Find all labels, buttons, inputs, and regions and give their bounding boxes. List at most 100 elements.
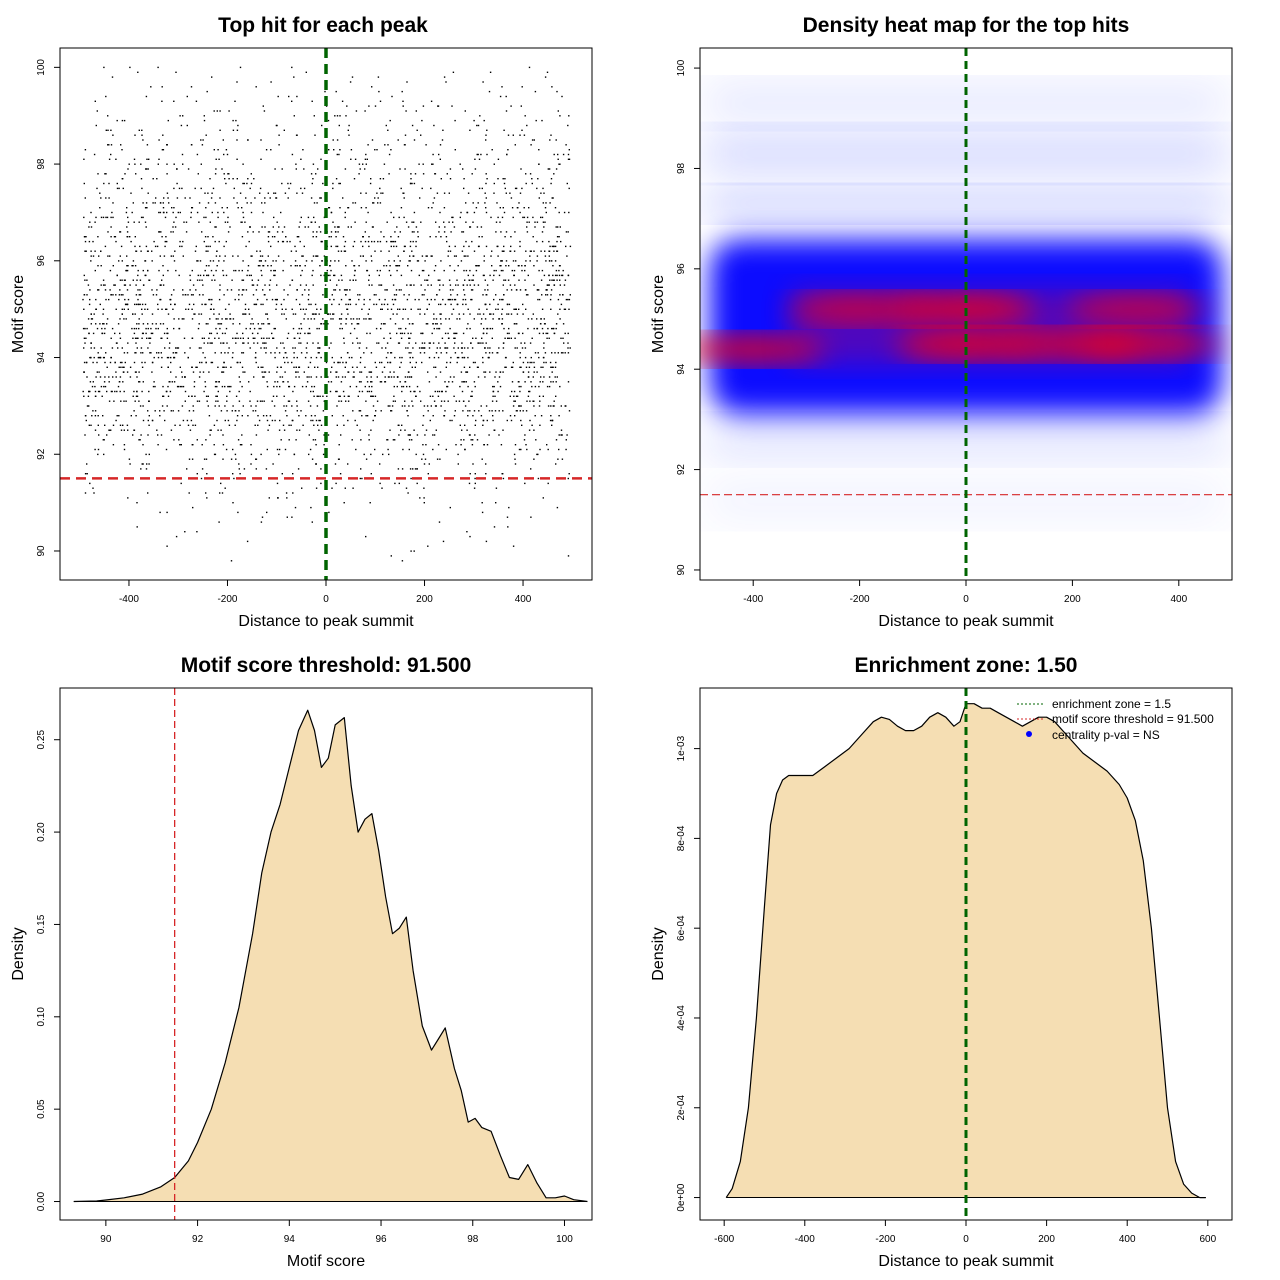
scatter-point	[230, 289, 233, 291]
y-tick-label: 4e-04	[676, 1005, 687, 1031]
scatter-point	[140, 163, 142, 165]
scatter-point	[241, 444, 243, 446]
scatter-point	[409, 240, 412, 243]
scatter-point	[430, 405, 432, 407]
scatter-point	[335, 245, 337, 248]
scatter-point	[170, 356, 172, 359]
scatter-point	[227, 173, 229, 175]
scatter-point	[367, 313, 369, 315]
scatter-point	[358, 318, 360, 320]
scatter-point	[193, 313, 195, 315]
scatter-point	[127, 168, 129, 170]
scatter-point	[228, 178, 230, 180]
scatter-point	[422, 163, 424, 165]
scatter-point	[423, 269, 425, 272]
scatter-point	[170, 255, 172, 257]
scatter-point	[379, 361, 381, 364]
scatter-point	[399, 231, 401, 233]
scatter-point	[260, 303, 262, 306]
scatter-point	[473, 318, 475, 320]
scatter-point	[316, 405, 319, 407]
scatter-point	[147, 347, 149, 349]
scatter-point	[196, 153, 199, 156]
scatter-point	[152, 202, 154, 204]
scatter-point	[199, 274, 202, 277]
scatter-point	[370, 371, 373, 373]
scatter-point	[166, 405, 168, 407]
scatter-point	[273, 269, 275, 272]
scatter-point	[401, 90, 403, 93]
scatter-point	[529, 342, 532, 344]
scatter-point	[278, 144, 280, 146]
scatter-point	[448, 221, 450, 223]
scatter-point	[209, 260, 212, 262]
scatter-point	[491, 265, 493, 267]
scatter-point	[473, 119, 475, 122]
scatter-point	[557, 313, 559, 315]
scatter-point	[426, 298, 429, 301]
scatter-point	[548, 168, 551, 170]
scatter-point	[375, 303, 378, 306]
scatter-point	[448, 245, 451, 248]
scatter-point	[386, 439, 388, 441]
scatter-point	[199, 371, 201, 373]
scatter-point	[453, 298, 456, 301]
scatter-point	[564, 308, 567, 310]
scatter-point	[552, 381, 554, 383]
scatter-point	[309, 448, 312, 451]
scatter-point	[469, 535, 471, 538]
scatter-point	[483, 327, 485, 330]
scatter-point	[286, 516, 288, 518]
scatter-point	[485, 540, 488, 543]
scatter-point	[484, 318, 487, 320]
scatter-point	[504, 279, 507, 281]
scatter-point	[343, 502, 345, 504]
x-tick-label: -400	[743, 594, 763, 605]
scatter-point	[250, 274, 252, 277]
scatter-point	[513, 323, 516, 325]
scatter-point	[463, 381, 466, 383]
scatter-point	[320, 356, 322, 359]
scatter-point	[122, 178, 124, 180]
scatter-point	[447, 298, 449, 301]
scatter-point	[559, 115, 561, 117]
scatter-point	[184, 400, 186, 402]
scatter-point	[215, 226, 217, 228]
scatter-point	[210, 429, 212, 431]
scatter-point	[232, 318, 235, 320]
scatter-point	[269, 289, 271, 291]
scatter-point	[501, 308, 504, 310]
scatter-point	[381, 371, 384, 373]
scatter-point	[469, 226, 471, 228]
scatter-point	[97, 265, 99, 267]
scatter-point	[182, 115, 184, 117]
scatter-point	[519, 390, 521, 393]
scatter-point	[282, 424, 285, 426]
scatter-point	[359, 429, 361, 431]
scatter-point	[155, 197, 157, 199]
scatter-point	[317, 352, 319, 354]
scatter-point	[223, 361, 225, 364]
scatter-point	[328, 236, 330, 238]
scatter-point	[465, 371, 467, 373]
scatter-point	[401, 390, 403, 393]
scatter-point	[364, 168, 366, 170]
scatter-point	[555, 381, 557, 383]
scatter-point	[236, 178, 238, 180]
scatter-point	[359, 410, 362, 412]
scatter-point	[334, 260, 336, 262]
scatter-point	[371, 381, 373, 383]
scatter-point	[250, 211, 253, 214]
scatter-point	[213, 110, 215, 112]
scatter-point	[552, 197, 554, 199]
scatter-point	[415, 342, 417, 344]
scatter-point	[141, 308, 143, 310]
scatter-point	[127, 298, 130, 301]
x-tick-label: 96	[375, 1234, 387, 1245]
scatter-point	[558, 269, 560, 272]
scatter-point	[384, 323, 386, 325]
scatter-point	[204, 269, 206, 272]
scatter-point	[167, 119, 169, 122]
scatter-point	[310, 419, 312, 422]
scatter-point	[526, 221, 528, 223]
